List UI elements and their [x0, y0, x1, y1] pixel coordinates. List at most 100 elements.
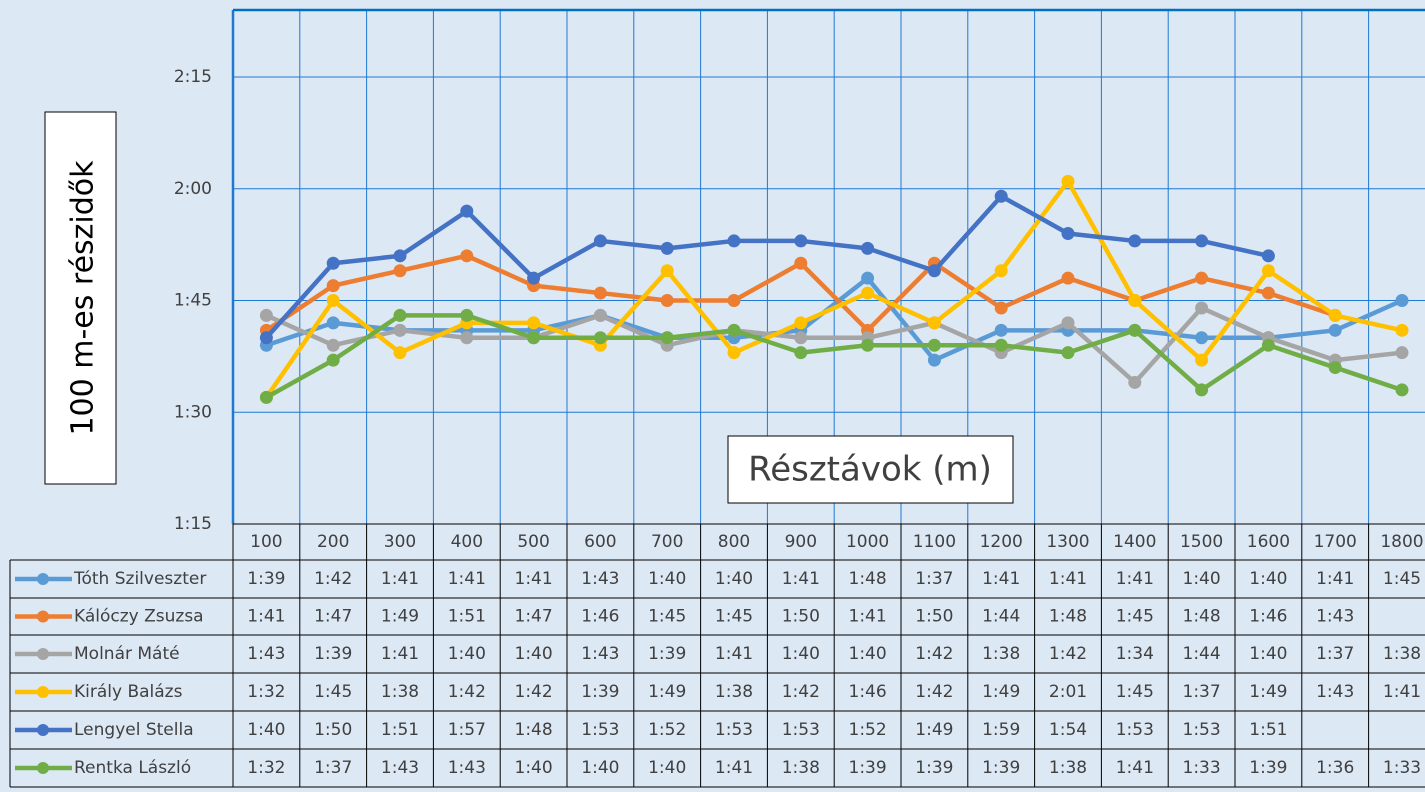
data-point: [393, 346, 407, 360]
data-table-cell: 1:53: [782, 720, 820, 740]
data-point: [1061, 174, 1075, 188]
data-point: [861, 338, 875, 352]
data-table-cell: 1:52: [849, 720, 887, 740]
data-table-cell: 1:37: [915, 569, 953, 589]
data-point: [1061, 226, 1075, 240]
data-table-cell: 1:41: [381, 644, 419, 664]
data-point: [1395, 294, 1409, 308]
data-point: [1328, 361, 1342, 375]
data-point: [527, 271, 541, 285]
data-point: [660, 294, 674, 308]
data-table-cell: 1:34: [1116, 644, 1154, 664]
data-table-cell: 1:40: [715, 569, 753, 589]
data-table-cell: 1:42: [448, 682, 486, 702]
legend-label: Molnár Máté: [74, 644, 180, 664]
data-point: [994, 189, 1008, 203]
data-point: [593, 308, 607, 322]
data-point: [326, 316, 340, 330]
data-table-cell: 1:57: [448, 720, 486, 740]
x-tick-label: 1400: [1113, 532, 1156, 552]
legend-key-marker: [37, 610, 49, 623]
series-line: [265, 305, 1403, 385]
data-table-cell: 1:43: [581, 569, 619, 589]
data-table-cell: 1:33: [1183, 758, 1221, 778]
data-table-cell: 1:42: [515, 682, 553, 702]
x-tick-label: 500: [517, 532, 549, 552]
data-point: [994, 264, 1008, 278]
data-point: [460, 249, 474, 263]
data-table-cell: 1:40: [1183, 569, 1221, 589]
data-point: [927, 338, 941, 352]
legend-key-marker: [37, 573, 49, 585]
data-table-cell: 1:43: [1316, 607, 1354, 627]
data-table-cell: 1:39: [581, 682, 619, 702]
y-tick-label: 2:15: [174, 67, 212, 87]
data-table-cell: 1:43: [1316, 682, 1354, 702]
data-point: [259, 331, 273, 345]
data-table-cell: 1:41: [715, 758, 753, 778]
data-point: [994, 323, 1008, 337]
data-table-cell: 1:36: [1316, 758, 1354, 778]
data-point: [660, 241, 674, 255]
data-table-cell: 1:37: [1316, 644, 1354, 664]
data-table-cell: 1:41: [849, 607, 887, 627]
data-point: [727, 323, 741, 337]
series-line: [264, 193, 1269, 340]
data-table-cell: 1:40: [1249, 644, 1287, 664]
data-table-cell: 1:37: [1183, 682, 1221, 702]
data-point: [1395, 346, 1409, 360]
data-point: [460, 204, 474, 218]
data-point: [1195, 234, 1209, 248]
data-point: [1328, 308, 1342, 322]
data-point: [393, 264, 407, 278]
data-table-cell: 1:37: [314, 758, 352, 778]
y-tick-label: 1:15: [174, 514, 212, 534]
data-point: [1061, 271, 1075, 285]
y-axis-title: 100 m-es részidők: [66, 160, 101, 436]
data-table-cell: 1:45: [1116, 607, 1154, 627]
data-table-cell: 1:38: [782, 758, 820, 778]
data-table-cell: 1:43: [381, 758, 419, 778]
data-table-cell: 1:41: [1049, 569, 1087, 589]
data-table-cell: 1:45: [314, 682, 352, 702]
data-table-cell: 1:49: [915, 720, 953, 740]
data-point: [927, 316, 941, 330]
data-table-cell: 1:38: [1383, 644, 1421, 664]
data-table-cell: 1:51: [448, 607, 486, 627]
data-table-cell: 1:49: [648, 682, 686, 702]
data-point: [326, 294, 340, 308]
data-point: [1128, 323, 1142, 337]
data-point: [393, 323, 407, 337]
data-table-cell: 1:41: [1116, 758, 1154, 778]
data-table-cell: 1:51: [381, 720, 419, 740]
data-point: [1328, 323, 1342, 337]
data-table-cell: 1:50: [314, 720, 352, 740]
data-table-cell: 1:39: [247, 569, 285, 589]
data-table-cell: 1:39: [915, 758, 953, 778]
x-axis-title-box: [727, 435, 1014, 504]
data-table-cell: 1:46: [1249, 607, 1287, 627]
data-point: [527, 331, 541, 345]
data-table-cell: 1:32: [247, 758, 285, 778]
data-point: [1128, 234, 1142, 248]
data-table-cell: 1:40: [782, 644, 820, 664]
x-tick-label: 1700: [1314, 532, 1357, 552]
data-table-cell: 1:45: [1383, 569, 1421, 589]
x-tick-label: 1000: [846, 532, 889, 552]
data-table-cell: 1:46: [581, 607, 619, 627]
data-table-cell: 1:59: [982, 720, 1020, 740]
y-tick-label: 1:45: [174, 291, 212, 311]
data-table-cell: 1:40: [1249, 569, 1287, 589]
data-point: [1261, 286, 1275, 300]
data-table-cell: 1:53: [715, 720, 753, 740]
x-axis-title: Résztávok (m): [748, 450, 992, 490]
data-table-cell: 1:40: [648, 758, 686, 778]
x-tick-label: 400: [451, 532, 483, 552]
data-table-cell: 1:41: [1383, 682, 1421, 702]
data-table-cell: 1:39: [982, 758, 1020, 778]
data-point: [527, 316, 541, 330]
data-point: [593, 234, 607, 248]
x-tick-label: 1100: [913, 532, 956, 552]
data-point: [1261, 264, 1275, 278]
data-point: [660, 264, 674, 278]
